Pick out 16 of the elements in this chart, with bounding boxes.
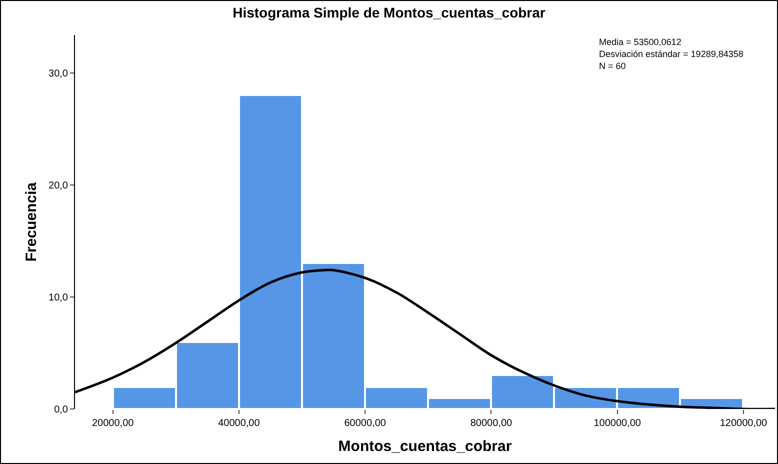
x-tick-label: 20000,00: [92, 418, 134, 429]
x-tick-label: 120000,00: [720, 418, 768, 429]
annotation: Desviación estándar = 19289,84358: [599, 49, 744, 59]
chart-title: Histograma Simple de Montos_cuentas_cobrar: [232, 4, 546, 21]
x-axis-title: Montos_cuentas_cobrar: [338, 438, 512, 455]
annotation: Media = 53500,0612: [599, 37, 682, 47]
y-axis-title: Frecuencia: [22, 182, 40, 262]
y-tick-label: 0,0: [54, 404, 68, 416]
x-tick-label: 60000,00: [344, 418, 386, 429]
x-tick-label: 100000,00: [594, 418, 642, 429]
x-tick-label: 40000,00: [218, 418, 260, 429]
y-tick-label: 20,0: [48, 180, 68, 192]
x-tick-label: 80000,00: [470, 418, 513, 429]
annotation: N = 60: [599, 61, 626, 71]
y-tick-label: 10,0: [48, 292, 68, 304]
y-tick-label: 30,0: [48, 68, 68, 80]
